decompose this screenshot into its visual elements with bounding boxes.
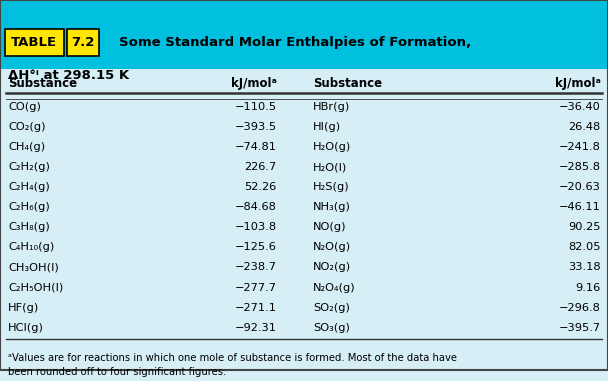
- Text: NO(g): NO(g): [313, 223, 347, 232]
- Text: 33.18: 33.18: [568, 263, 601, 272]
- Text: HCl(g): HCl(g): [8, 323, 44, 333]
- Text: C₂H₂(g): C₂H₂(g): [8, 162, 50, 173]
- Text: 7.2: 7.2: [72, 36, 95, 49]
- Text: −271.1: −271.1: [235, 303, 277, 312]
- Text: ᵃValues are for reactions in which one mole of substance is formed. Most of the : ᵃValues are for reactions in which one m…: [8, 354, 457, 378]
- Text: −92.31: −92.31: [235, 323, 277, 333]
- Text: 26.48: 26.48: [568, 122, 601, 133]
- Text: CO(g): CO(g): [8, 102, 41, 112]
- Text: −238.7: −238.7: [235, 263, 277, 272]
- Text: SO₃(g): SO₃(g): [313, 323, 350, 333]
- Text: CO₂(g): CO₂(g): [8, 122, 46, 133]
- Text: CH₃OH(l): CH₃OH(l): [8, 263, 58, 272]
- Text: TABLE: TABLE: [11, 36, 57, 49]
- Text: C₂H₅OH(l): C₂H₅OH(l): [8, 282, 63, 293]
- Text: −103.8: −103.8: [235, 223, 277, 232]
- Text: H₂O(l): H₂O(l): [313, 162, 347, 173]
- Text: H₂S(g): H₂S(g): [313, 182, 350, 192]
- Text: −36.40: −36.40: [559, 102, 601, 112]
- FancyBboxPatch shape: [67, 29, 99, 56]
- Text: −110.5: −110.5: [235, 102, 277, 112]
- Text: HI(g): HI(g): [313, 122, 341, 133]
- Text: −277.7: −277.7: [235, 282, 277, 293]
- Text: HF(g): HF(g): [8, 303, 39, 312]
- Text: −84.68: −84.68: [235, 202, 277, 213]
- Text: 52.26: 52.26: [244, 182, 277, 192]
- FancyBboxPatch shape: [5, 29, 64, 56]
- Text: −395.7: −395.7: [559, 323, 601, 333]
- Text: 82.05: 82.05: [568, 242, 601, 253]
- Text: C₄H₁₀(g): C₄H₁₀(g): [8, 242, 54, 253]
- Text: Substance: Substance: [8, 77, 77, 90]
- Text: H₂O(g): H₂O(g): [313, 142, 351, 152]
- Text: SO₂(g): SO₂(g): [313, 303, 350, 312]
- Text: −296.8: −296.8: [559, 303, 601, 312]
- Text: −393.5: −393.5: [235, 122, 277, 133]
- Text: kJ/molᵃ: kJ/molᵃ: [231, 77, 277, 90]
- Text: 226.7: 226.7: [244, 162, 277, 173]
- Text: kJ/molᵃ: kJ/molᵃ: [555, 77, 601, 90]
- Text: −241.8: −241.8: [559, 142, 601, 152]
- Text: C₂H₄(g): C₂H₄(g): [8, 182, 50, 192]
- Text: −125.6: −125.6: [235, 242, 277, 253]
- Text: HBr(g): HBr(g): [313, 102, 350, 112]
- Text: C₃H₈(g): C₃H₈(g): [8, 223, 50, 232]
- Text: Some Standard Molar Enthalpies of Formation,: Some Standard Molar Enthalpies of Format…: [119, 36, 471, 49]
- Text: ΔH°ⁱ at 298.15 K: ΔH°ⁱ at 298.15 K: [8, 69, 129, 82]
- Text: C₂H₆(g): C₂H₆(g): [8, 202, 50, 213]
- Text: 90.25: 90.25: [568, 223, 601, 232]
- Text: −20.63: −20.63: [559, 182, 601, 192]
- Text: Substance: Substance: [313, 77, 382, 90]
- Text: 9.16: 9.16: [575, 282, 601, 293]
- FancyBboxPatch shape: [0, 0, 608, 69]
- Text: N₂O₄(g): N₂O₄(g): [313, 282, 356, 293]
- Text: −46.11: −46.11: [559, 202, 601, 213]
- Text: NO₂(g): NO₂(g): [313, 263, 351, 272]
- Text: CH₄(g): CH₄(g): [8, 142, 45, 152]
- Text: −74.81: −74.81: [235, 142, 277, 152]
- Text: −285.8: −285.8: [559, 162, 601, 173]
- Text: N₂O(g): N₂O(g): [313, 242, 351, 253]
- Text: NH₃(g): NH₃(g): [313, 202, 351, 213]
